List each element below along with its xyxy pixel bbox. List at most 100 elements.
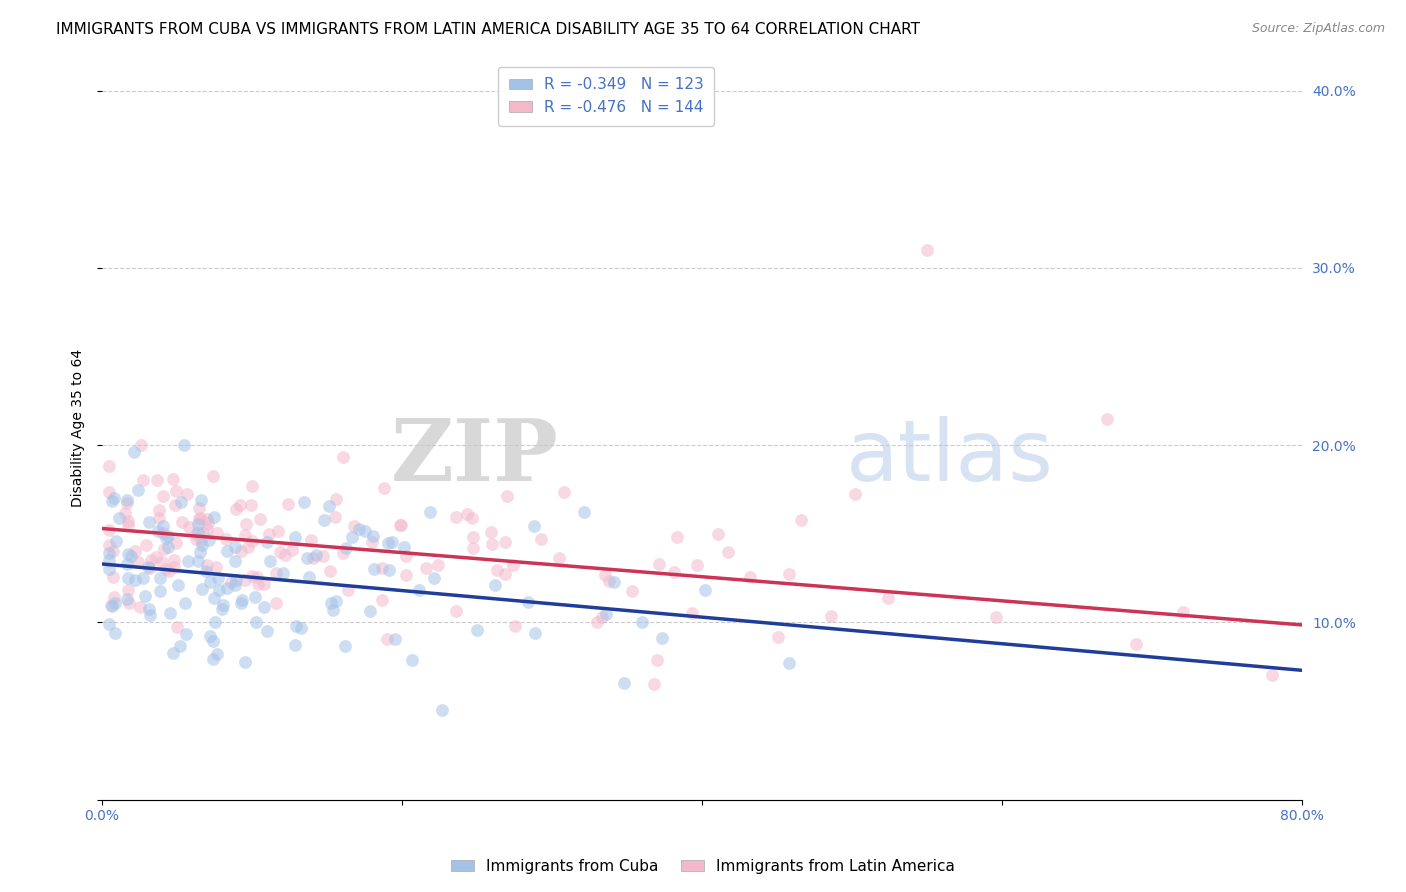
Point (240, 533, 263, 548)
Point (159, 607, 181, 621)
Point (98, 553, 121, 567)
Point (224, 540, 246, 554)
Point (430, 703, 453, 717)
Point (117, 515, 139, 529)
Point (377, 536, 399, 550)
Point (131, 473, 153, 487)
Point (200, 575, 222, 590)
Point (186, 526, 208, 541)
Point (149, 583, 172, 598)
Point (240, 569, 263, 583)
Point (284, 619, 307, 633)
Point (595, 607, 617, 621)
Text: ZIP: ZIP (391, 416, 558, 500)
Point (205, 647, 228, 661)
Point (100, 598, 122, 612)
Point (114, 506, 136, 520)
Point (139, 553, 162, 567)
Point (494, 566, 516, 581)
Point (146, 473, 169, 487)
Point (197, 558, 219, 573)
Point (149, 571, 172, 585)
Point (157, 564, 180, 578)
Point (323, 510, 346, 524)
Point (98, 523, 121, 537)
Point (224, 578, 246, 592)
Point (233, 573, 256, 587)
Point (706, 526, 728, 541)
Point (384, 632, 406, 646)
Point (208, 583, 231, 598)
Point (502, 558, 524, 572)
Point (598, 574, 620, 589)
Point (138, 601, 160, 615)
Point (169, 639, 191, 653)
Point (139, 608, 162, 623)
Point (778, 657, 800, 671)
Point (444, 604, 467, 618)
Point (242, 479, 264, 493)
Point (247, 577, 270, 591)
Point (295, 550, 318, 565)
Point (553, 484, 575, 499)
Point (523, 519, 546, 533)
Point (105, 534, 128, 549)
Point (371, 561, 394, 575)
Point (173, 438, 195, 452)
Point (256, 624, 278, 639)
Point (100, 493, 122, 508)
Point (117, 518, 139, 533)
Point (235, 516, 257, 531)
Point (389, 518, 412, 533)
Point (152, 525, 174, 540)
Point (236, 540, 259, 554)
Point (202, 510, 225, 524)
Point (246, 570, 269, 584)
Point (340, 530, 363, 544)
Point (790, 513, 813, 527)
Point (298, 570, 321, 584)
Point (427, 558, 450, 572)
Point (176, 487, 198, 501)
Point (314, 513, 336, 527)
Point (131, 438, 153, 452)
Point (117, 571, 139, 585)
Point (103, 591, 125, 605)
Point (1173, 605, 1195, 619)
Point (363, 562, 385, 576)
Point (170, 495, 193, 509)
Point (305, 549, 328, 563)
Point (139, 561, 162, 575)
Point (205, 525, 228, 540)
Point (648, 557, 671, 571)
Point (200, 629, 222, 643)
Legend: R = -0.349   N = 123, R = -0.476   N = 144: R = -0.349 N = 123, R = -0.476 N = 144 (498, 67, 714, 126)
Point (101, 599, 124, 614)
Point (202, 634, 225, 648)
Point (591, 610, 613, 624)
Point (529, 532, 551, 546)
Point (177, 519, 200, 533)
Point (336, 582, 359, 597)
Point (585, 615, 607, 629)
Point (408, 583, 430, 598)
Point (325, 491, 347, 506)
Point (359, 604, 381, 618)
Point (280, 543, 302, 558)
Point (243, 590, 266, 604)
Y-axis label: Disability Age 35 to 64: Disability Age 35 to 64 (72, 349, 86, 507)
Point (118, 596, 141, 610)
Point (1095, 411, 1118, 425)
Point (233, 528, 256, 542)
Point (766, 631, 789, 645)
Point (191, 526, 214, 541)
Point (157, 529, 180, 543)
Point (165, 535, 187, 549)
Point (166, 620, 188, 634)
Point (108, 511, 131, 525)
Point (162, 473, 184, 487)
Point (104, 596, 127, 610)
Point (103, 491, 125, 505)
Point (620, 584, 643, 599)
Point (219, 575, 242, 590)
